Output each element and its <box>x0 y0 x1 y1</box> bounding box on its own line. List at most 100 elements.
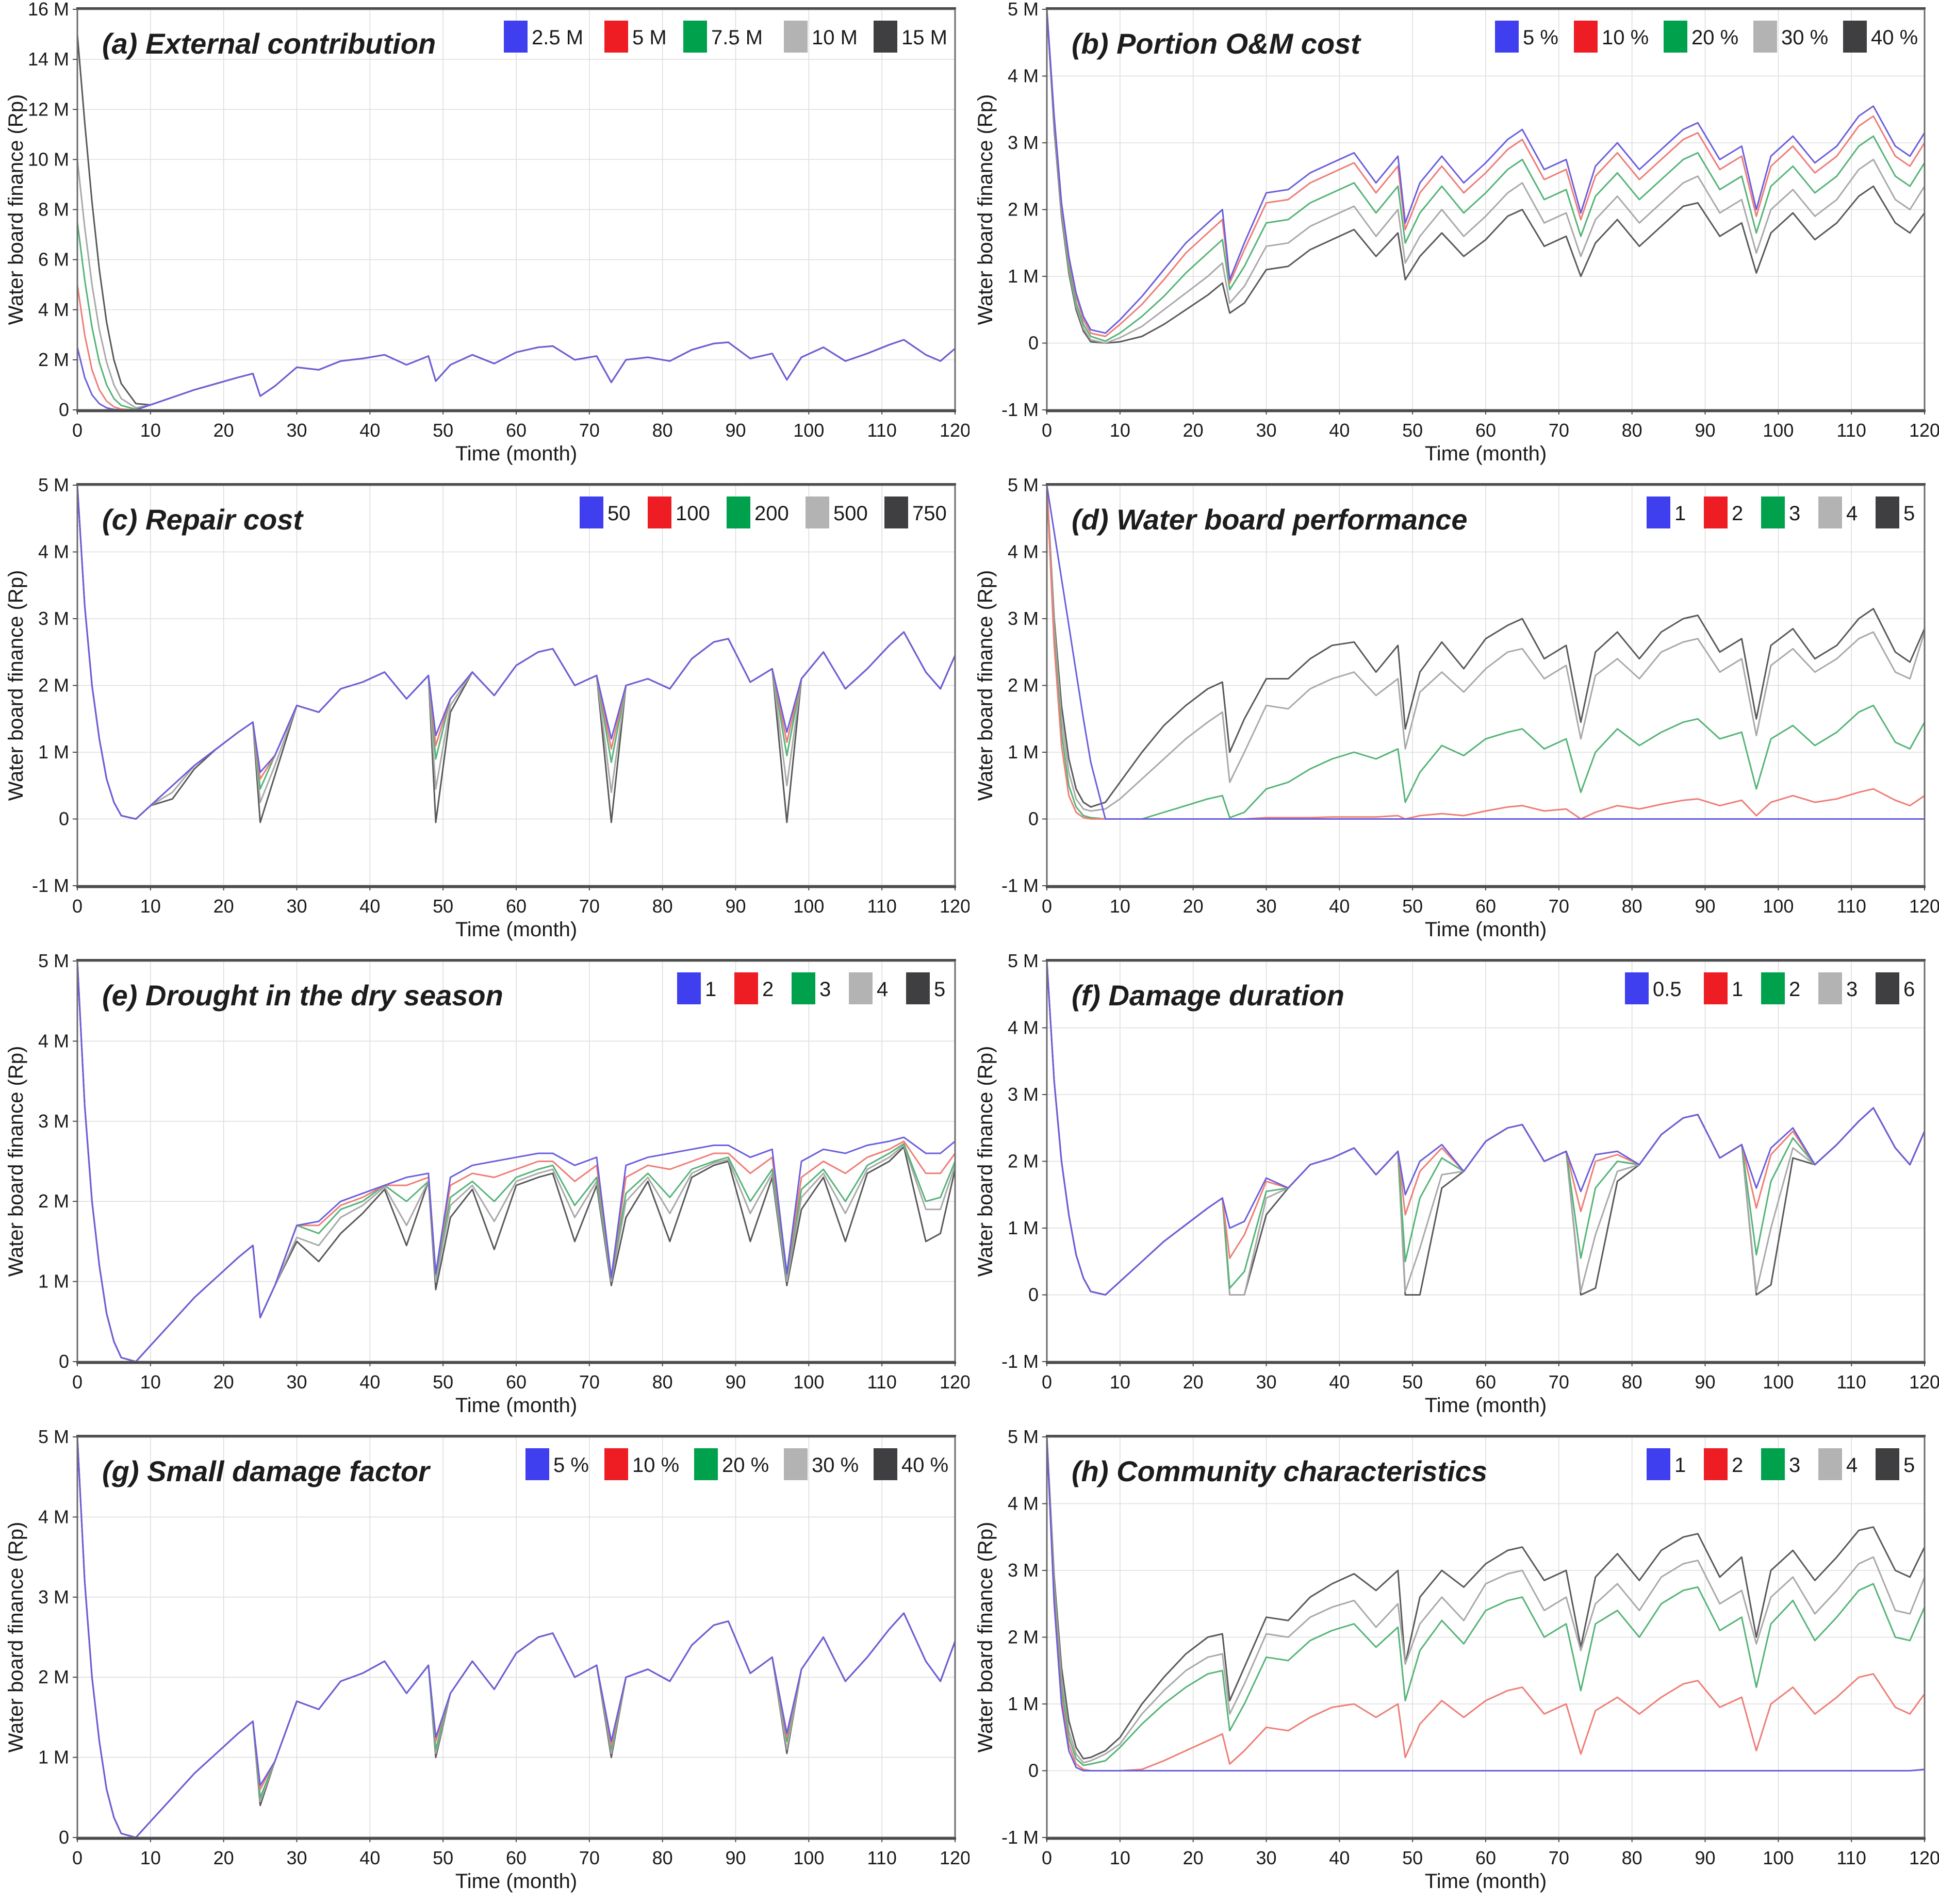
svg-text:50: 50 <box>433 1371 453 1393</box>
x-axis-label-d: Time (month) <box>1425 918 1547 941</box>
chart-f-svg: 0 10 20 30 40 50 60 70 80 90 100 110 120-1 M01 M2 M3… <box>974 952 1939 1417</box>
svg-text:3 M: 3 M <box>38 608 69 629</box>
svg-text:3 M: 3 M <box>1008 132 1039 153</box>
legend-label-h: 3 <box>1789 1454 1800 1477</box>
legend-swatch-h-gray <box>1818 1448 1842 1480</box>
svg-text:5 M: 5 M <box>1008 952 1039 971</box>
legend-swatch-d-gray <box>1818 496 1842 528</box>
svg-text:5 M: 5 M <box>38 952 69 971</box>
chart-title-a: (a) External contribution <box>102 27 436 60</box>
chart-c-svg: 0 10 20 30 40 50 60 70 80 90 100 110 120-1 M01 M2 M3… <box>5 476 970 941</box>
legend-label-c: 200 <box>754 502 789 525</box>
legend-label-f: 3 <box>1846 978 1858 1001</box>
y-axis-label-e: Water board finance (Rp) <box>5 1046 27 1277</box>
chart-h-svg: 0 10 20 30 40 50 60 70 80 90 100 110 120-1 M01 M2 M3… <box>974 1428 1939 1893</box>
svg-text:60: 60 <box>506 896 527 917</box>
chart-a-svg: 0 10 20 30 40 50 60 70 80 90 100 110 120 0 2 M 4 M 6 M 8 … <box>5 0 970 465</box>
y-axis-label-d: Water board finance (Rp) <box>974 570 997 801</box>
series-line-b-40- <box>1046 8 1926 344</box>
svg-text:50: 50 <box>1402 420 1423 441</box>
svg-text:4 M: 4 M <box>1008 1017 1039 1038</box>
svg-text:30: 30 <box>1256 896 1276 917</box>
legend-swatch-c-green <box>727 496 750 528</box>
gridlines-d <box>1046 485 1925 886</box>
svg-text:5 M: 5 M <box>38 476 69 495</box>
svg-text:120: 120 <box>940 1847 970 1868</box>
gridlines-h <box>1046 1436 1925 1838</box>
legend-label-g: 20 % <box>722 1454 769 1477</box>
svg-text:10 M: 10 M <box>28 148 69 170</box>
legend-swatch-a-gray <box>784 21 808 53</box>
svg-text:30: 30 <box>1256 1371 1276 1393</box>
svg-text:5 M: 5 M <box>38 1428 69 1447</box>
legend-swatch-e-gray <box>849 972 873 1004</box>
svg-text:10: 10 <box>140 896 161 917</box>
series-line-h-4 <box>1046 1436 1926 1764</box>
series-line-g-5- <box>76 1436 956 1839</box>
svg-text:50: 50 <box>1402 896 1423 917</box>
svg-text:60: 60 <box>1475 420 1496 441</box>
y-axis-label-h: Water board finance (Rp) <box>974 1522 997 1753</box>
svg-text:30: 30 <box>286 1371 307 1393</box>
svg-text:50: 50 <box>433 1847 453 1868</box>
svg-text:100: 100 <box>1763 1847 1794 1868</box>
series-lines-d <box>1046 484 1926 820</box>
legend-label-h: 2 <box>1732 1454 1743 1477</box>
svg-text:30: 30 <box>1256 1847 1276 1868</box>
svg-text:90: 90 <box>1695 1371 1715 1393</box>
legend-label-c: 50 <box>607 502 631 525</box>
svg-text:110: 110 <box>1836 1371 1866 1393</box>
legend-swatch-g-gray <box>784 1448 808 1480</box>
svg-text:80: 80 <box>652 896 673 917</box>
svg-text:10: 10 <box>140 1371 161 1393</box>
legend-swatch-e-blue <box>677 972 701 1004</box>
svg-text:90: 90 <box>725 896 746 917</box>
svg-text:2 M: 2 M <box>1008 199 1039 220</box>
svg-text:40: 40 <box>359 896 380 917</box>
legend-swatch-h-green <box>1761 1448 1785 1480</box>
legend-label-f: 2 <box>1789 978 1800 1001</box>
legend-label-d: 1 <box>1674 502 1686 525</box>
legend-swatch-b-blue <box>1495 21 1519 53</box>
svg-text:70: 70 <box>579 896 600 917</box>
tick-labels-e: 0 10 20 30 40 50 60 70 80 90 100 110 120 0 1 M 2 M 3 M 4 … <box>38 952 970 1393</box>
svg-text:1 M: 1 M <box>1008 1217 1039 1238</box>
legend-label-e: 1 <box>705 978 716 1001</box>
legend-swatch-b-gray <box>1753 21 1777 53</box>
svg-text:-1 M: -1 M <box>1001 399 1039 420</box>
legend-swatch-g-blue <box>525 1448 549 1480</box>
legend-label-b: 30 % <box>1781 26 1828 49</box>
svg-text:90: 90 <box>1695 420 1715 441</box>
svg-text:-1 M: -1 M <box>1001 875 1039 896</box>
svg-text:120: 120 <box>1909 1847 1939 1868</box>
svg-text:3 M: 3 M <box>38 1111 69 1132</box>
svg-text:0: 0 <box>1028 1760 1039 1781</box>
svg-text:0: 0 <box>1042 1371 1052 1393</box>
legend-label-e: 5 <box>934 978 945 1001</box>
legend-label-c: 750 <box>912 502 947 525</box>
svg-text:100: 100 <box>793 1371 824 1393</box>
gridlines-b <box>1046 9 1925 410</box>
legend-label-g: 10 % <box>632 1454 679 1477</box>
svg-text:30: 30 <box>1256 420 1276 441</box>
svg-text:3 M: 3 M <box>1008 1084 1039 1105</box>
svg-text:0: 0 <box>1028 333 1039 354</box>
svg-text:90: 90 <box>725 420 746 441</box>
svg-text:90: 90 <box>1695 1847 1715 1868</box>
x-axis-label-e: Time (month) <box>455 1394 577 1417</box>
legend-g: 40 % 30 % 20 % 10 % 5 % <box>525 1448 948 1480</box>
svg-text:90: 90 <box>1695 896 1715 917</box>
svg-text:-1 M: -1 M <box>1001 1827 1039 1848</box>
series-lines-g <box>76 1436 956 1839</box>
svg-text:70: 70 <box>1549 420 1569 441</box>
legend-d: 5 4 3 2 1 <box>1647 496 1915 528</box>
legend-label-a: 7.5 M <box>711 26 763 49</box>
svg-text:0: 0 <box>1042 896 1052 917</box>
tick-labels-h: 0 10 20 30 40 50 60 70 80 90 100 110 120-1 M01 M2 M3… <box>1001 1428 1939 1868</box>
gridlines-c <box>77 485 956 886</box>
series-lines-b <box>1046 8 1926 344</box>
